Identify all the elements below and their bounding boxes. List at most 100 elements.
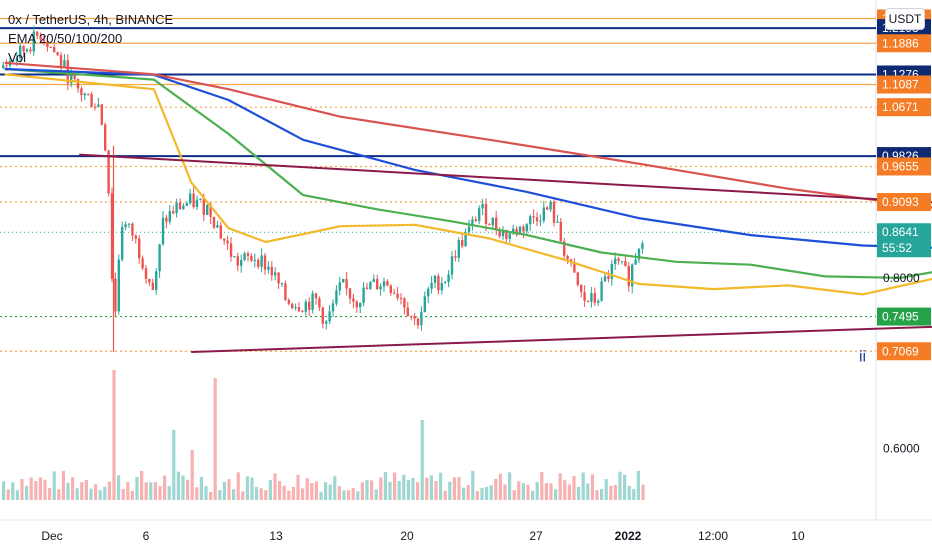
candle-body bbox=[474, 219, 477, 221]
candle bbox=[532, 209, 535, 224]
volume-bar bbox=[176, 471, 180, 500]
candle bbox=[542, 200, 545, 224]
volume-bar bbox=[448, 481, 452, 500]
candle-body bbox=[454, 256, 457, 258]
candle bbox=[559, 217, 562, 243]
volume-bar bbox=[57, 489, 61, 500]
candle bbox=[46, 37, 49, 52]
candle bbox=[155, 268, 158, 295]
volume-bar bbox=[222, 481, 226, 500]
candle-body bbox=[627, 266, 630, 287]
candle bbox=[552, 199, 556, 227]
candle-body bbox=[583, 292, 586, 301]
candle-body bbox=[274, 272, 277, 276]
currency-button[interactable]: USDT bbox=[885, 8, 925, 30]
candle bbox=[467, 219, 471, 236]
candle-body bbox=[416, 318, 420, 326]
candle-body bbox=[97, 104, 100, 107]
candle-body bbox=[362, 287, 365, 304]
volume-bar bbox=[549, 483, 553, 500]
candle-body bbox=[352, 298, 355, 302]
volume-bar bbox=[84, 479, 88, 500]
volume-bar bbox=[167, 486, 171, 500]
candle bbox=[185, 201, 188, 206]
candle bbox=[124, 221, 127, 231]
candle bbox=[195, 195, 199, 210]
volume-bar bbox=[117, 475, 121, 500]
trendline-2 bbox=[191, 325, 932, 354]
candle-body bbox=[314, 293, 318, 299]
candle bbox=[607, 270, 610, 283]
volume-bar bbox=[457, 477, 461, 500]
candle-body bbox=[294, 306, 297, 309]
volume-bar bbox=[618, 471, 622, 500]
volume-bar bbox=[34, 481, 38, 500]
candle bbox=[580, 284, 583, 298]
candle bbox=[280, 282, 284, 287]
candle bbox=[175, 198, 178, 218]
candle bbox=[287, 298, 290, 306]
candle bbox=[382, 277, 386, 292]
volume-bar bbox=[48, 488, 52, 500]
candle bbox=[49, 46, 52, 48]
candle bbox=[396, 287, 399, 301]
volume-bar bbox=[314, 481, 318, 500]
candle bbox=[63, 54, 66, 68]
candle bbox=[369, 280, 372, 290]
candle-body bbox=[372, 279, 375, 283]
volume-bar bbox=[512, 490, 516, 500]
indicator-label[interactable]: EMA 20/50/100/200 bbox=[8, 31, 123, 46]
candle-body bbox=[522, 226, 525, 232]
candle bbox=[515, 226, 518, 237]
candle bbox=[127, 223, 131, 228]
candle bbox=[610, 259, 613, 286]
ema-line-ema-50 bbox=[4, 67, 932, 279]
volume-bar bbox=[232, 489, 236, 500]
level-label-text: 1.1087 bbox=[882, 78, 919, 92]
candle-body bbox=[158, 244, 161, 272]
candle-body bbox=[580, 284, 583, 293]
candle-body bbox=[556, 221, 559, 223]
volume-bar bbox=[15, 490, 19, 500]
candle-body bbox=[236, 256, 239, 266]
volume-bar bbox=[11, 482, 15, 500]
time-tick-label: 6 bbox=[143, 529, 150, 543]
candle-body bbox=[185, 203, 188, 206]
symbol-title[interactable]: 0x / TetherUS, 4h, BINANCE bbox=[8, 12, 174, 27]
candle-body bbox=[325, 321, 328, 324]
candle-body bbox=[63, 60, 66, 66]
candle bbox=[488, 223, 491, 226]
candle-body bbox=[144, 268, 148, 279]
candle bbox=[161, 211, 165, 246]
level-label-bg bbox=[877, 157, 931, 176]
volume-bar bbox=[103, 486, 107, 500]
candle-body bbox=[512, 228, 515, 234]
candle-body bbox=[233, 256, 236, 258]
volume-bar bbox=[590, 474, 594, 500]
candle-body bbox=[464, 232, 467, 247]
candle-body bbox=[369, 282, 372, 289]
candle-body bbox=[280, 283, 284, 285]
volume-bar bbox=[544, 483, 548, 500]
candle-body bbox=[393, 293, 396, 295]
candle bbox=[114, 272, 117, 317]
level-label-text: 0.7495 bbox=[882, 310, 919, 324]
volume-bar bbox=[71, 477, 75, 500]
candle-body bbox=[631, 264, 634, 287]
candle-body bbox=[481, 204, 484, 209]
volume-bar bbox=[604, 479, 608, 500]
volume-label[interactable]: Vol bbox=[8, 50, 27, 65]
volume-bar bbox=[383, 472, 387, 500]
candle-body bbox=[641, 243, 644, 249]
candle bbox=[158, 243, 161, 279]
candle bbox=[321, 306, 324, 329]
candle bbox=[172, 205, 175, 215]
candle bbox=[325, 320, 328, 330]
candle bbox=[495, 210, 498, 236]
volume-bar bbox=[204, 486, 208, 500]
candle bbox=[420, 306, 423, 331]
candle bbox=[471, 216, 474, 231]
candle-body bbox=[335, 290, 338, 304]
candle bbox=[501, 226, 505, 240]
